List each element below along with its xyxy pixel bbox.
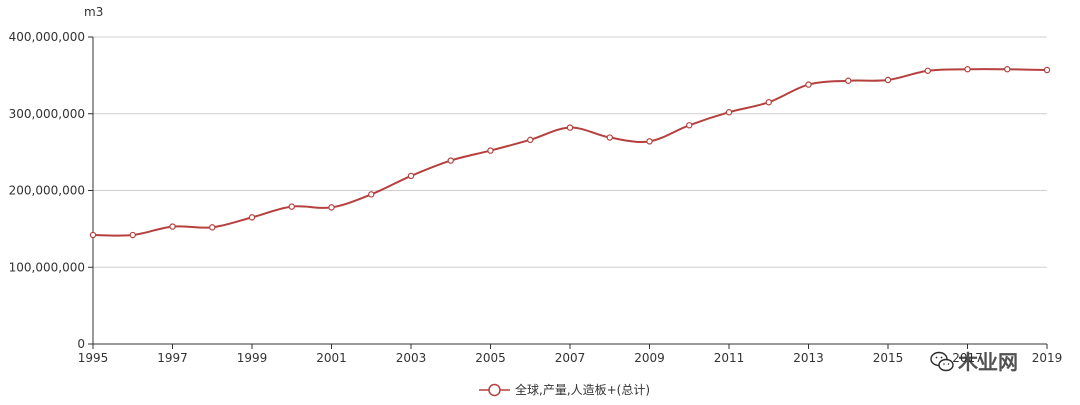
data-point[interactable] (566, 124, 574, 131)
legend[interactable]: 全球,产量,人造板+(总计) (479, 382, 650, 397)
data-point[interactable] (328, 204, 335, 211)
data-point[interactable] (209, 224, 216, 231)
y-unit-label: m3 (84, 5, 103, 19)
line-series (89, 66, 1051, 239)
data-point[interactable] (368, 191, 375, 198)
data-point[interactable] (1004, 66, 1011, 73)
data-point[interactable] (845, 77, 852, 84)
x-tick-label: 1999 (237, 351, 268, 365)
data-point[interactable] (407, 172, 415, 180)
data-point[interactable] (646, 138, 653, 145)
y-tick-label: 300,000,000 (9, 107, 85, 121)
data-point[interactable] (487, 147, 494, 154)
x-tick-label: 1995 (78, 351, 109, 365)
data-point[interactable] (447, 157, 454, 164)
x-axis: 1995 1997 1999 2001 2003 2005 2007 2009 2011 2013… (78, 343, 1063, 365)
x-tick-label: 2013 (793, 351, 824, 365)
data-point[interactable] (924, 67, 931, 74)
x-tick-label: 2007 (555, 351, 586, 365)
x-tick-label: 2009 (634, 351, 665, 365)
x-tick-label: 2017 (952, 351, 983, 365)
data-point[interactable] (89, 231, 97, 239)
x-tick-label: 2005 (475, 351, 506, 365)
data-point[interactable] (725, 109, 733, 116)
watermark: 木业网 (930, 350, 1018, 374)
data-point[interactable] (765, 99, 772, 106)
x-tick-label: 2001 (316, 351, 347, 365)
series-line (92, 68, 1048, 237)
data-point[interactable] (1043, 66, 1051, 74)
data-point[interactable] (805, 81, 812, 88)
watermark-text: 木业网 (957, 350, 1018, 374)
y-tick-label: 400,000,000 (9, 30, 85, 44)
data-point[interactable] (129, 231, 136, 239)
grid-lines (93, 36, 1047, 268)
y-axis: 0 100,000,000 200,000,000 300,000,000 400,00… (9, 30, 94, 351)
x-tick-label: 2003 (396, 351, 427, 365)
data-point[interactable] (964, 66, 971, 73)
legend-marker (488, 383, 501, 397)
data-point[interactable] (527, 136, 534, 144)
x-tick-label: 1997 (157, 351, 188, 365)
wechat-icon (930, 351, 954, 372)
y-tick-label: 200,000,000 (9, 184, 85, 198)
data-point[interactable] (169, 223, 176, 230)
x-tick-label: 2019 (1032, 351, 1063, 365)
x-tick-label: 2015 (873, 351, 904, 365)
y-tick-label: 100,000,000 (9, 260, 85, 274)
data-point[interactable] (606, 134, 613, 141)
legend-label: 全球,产量,人造板+(总计) (515, 382, 650, 397)
data-point[interactable] (884, 76, 892, 84)
data-point[interactable] (288, 203, 295, 210)
data-point[interactable] (248, 214, 256, 221)
x-tick-label: 2011 (714, 351, 745, 365)
data-point[interactable] (686, 122, 693, 129)
y-tick-label: 0 (77, 337, 85, 351)
